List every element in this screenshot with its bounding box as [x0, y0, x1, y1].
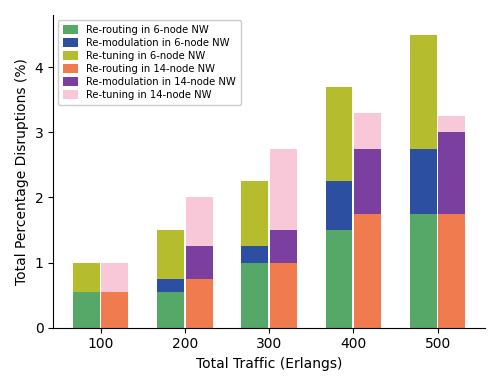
- Bar: [186, 197, 212, 246]
- Bar: [186, 279, 212, 328]
- Bar: [438, 132, 466, 214]
- Bar: [157, 292, 184, 328]
- Bar: [354, 214, 381, 328]
- Bar: [410, 34, 436, 149]
- Bar: [157, 230, 184, 279]
- Bar: [410, 214, 436, 328]
- Bar: [242, 262, 268, 328]
- Bar: [242, 181, 268, 246]
- Bar: [438, 116, 466, 132]
- Bar: [326, 87, 352, 181]
- Bar: [270, 262, 297, 328]
- Y-axis label: Total Percentage Disruptions (%): Total Percentage Disruptions (%): [15, 58, 29, 285]
- Bar: [73, 292, 100, 328]
- Bar: [354, 113, 381, 149]
- Bar: [270, 149, 297, 230]
- Bar: [157, 279, 184, 292]
- Bar: [102, 262, 128, 292]
- Bar: [410, 149, 436, 214]
- Bar: [186, 246, 212, 279]
- Bar: [326, 230, 352, 328]
- Bar: [354, 149, 381, 214]
- Legend: Re-routing in 6-node NW, Re-modulation in 6-node NW, Re-tuning in 6-node NW, Re-: Re-routing in 6-node NW, Re-modulation i…: [58, 20, 241, 105]
- Bar: [438, 214, 466, 328]
- Bar: [73, 262, 100, 292]
- Bar: [270, 230, 297, 262]
- Bar: [102, 292, 128, 328]
- Bar: [326, 181, 352, 230]
- X-axis label: Total Traffic (Erlangs): Total Traffic (Erlangs): [196, 357, 342, 371]
- Bar: [242, 246, 268, 262]
